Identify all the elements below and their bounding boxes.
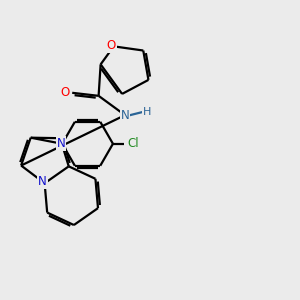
Text: N: N — [57, 137, 65, 150]
Text: N: N — [38, 175, 47, 188]
Text: O: O — [61, 86, 70, 99]
Text: N: N — [121, 109, 129, 122]
Text: H: H — [143, 107, 152, 117]
Text: Cl: Cl — [128, 137, 139, 150]
Text: O: O — [106, 39, 116, 52]
